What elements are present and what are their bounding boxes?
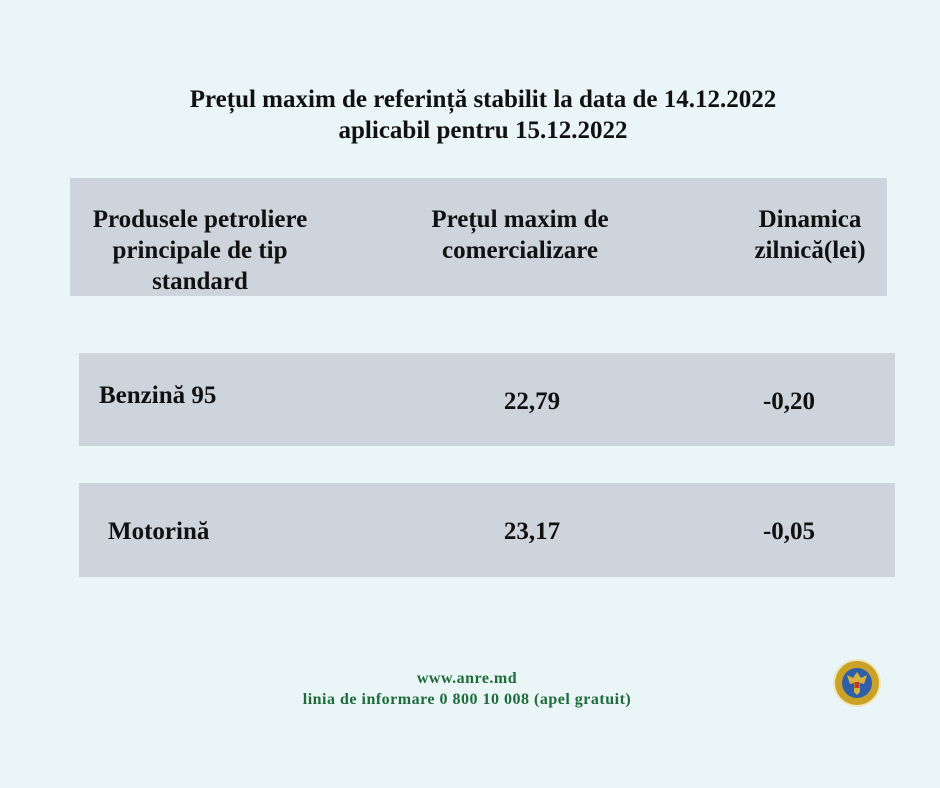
table-row: Benzină 95 22,79 -0,20 xyxy=(79,353,895,446)
website-link[interactable]: www.anre.md xyxy=(416,670,518,687)
title-line-2: aplicabil pentru 15.12.2022 xyxy=(338,117,628,144)
product-name: Motorină xyxy=(108,518,210,545)
header-price: Prețul maxim de comercializare xyxy=(431,206,609,264)
change-value: -0,20 xyxy=(762,388,816,415)
hotline-text: linia de informare 0 800 10 008 (apel gr… xyxy=(302,691,632,708)
change-value: -0,05 xyxy=(762,518,816,545)
table-header: Produsele petroliere principale de tip s… xyxy=(70,178,887,296)
header-product: Produsele petroliere principale de tip s… xyxy=(92,206,308,295)
product-name: Benzină 95 xyxy=(99,382,217,409)
title-line-1: Prețul maxim de referință stabilit la da… xyxy=(189,86,777,113)
anre-emblem-icon xyxy=(833,659,881,707)
table-row: Motorină 23,17 -0,05 xyxy=(79,483,895,577)
header-change: Dinamica zilnică(lei) xyxy=(754,206,866,264)
price-value: 23,17 xyxy=(503,518,561,545)
page-title: Prețul maxim de referință stabilit la da… xyxy=(0,84,940,146)
price-value: 22,79 xyxy=(503,388,561,415)
